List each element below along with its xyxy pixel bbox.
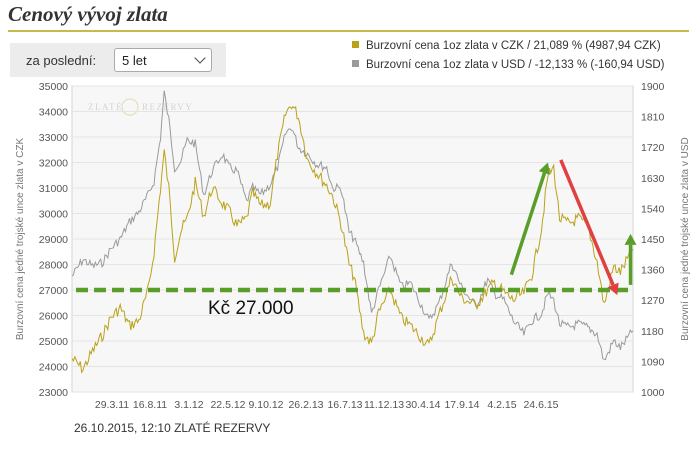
y-tick-left: 31000 <box>39 183 68 195</box>
legend-label-usd: Burzovní cena 1oz zlata v USD / -12,133 … <box>366 59 665 71</box>
y-tick-left: 33000 <box>39 132 68 144</box>
y-tick-right: 1810 <box>641 112 665 124</box>
page-title: Cenový vývoj zlata <box>8 2 168 26</box>
x-tick: 30.4.14 <box>405 399 440 411</box>
x-tick: 16.7.13 <box>327 399 362 411</box>
legend-item-czk[interactable]: Burzovní cena 1oz zlata v CZK / 21,089 %… <box>352 40 665 59</box>
trend-arrow-head-icon <box>624 233 637 245</box>
y-tick-right: 1720 <box>641 142 665 154</box>
y-tick-right: 1900 <box>641 81 665 93</box>
watermark-text: ZLATÉ <box>88 102 123 112</box>
watermark-text: REZERVY <box>142 102 193 112</box>
y-tick-right: 1450 <box>641 234 665 246</box>
trend-arrow-shaft <box>559 159 615 286</box>
y-tick-right: 1630 <box>641 173 665 185</box>
y-tick-right: 1000 <box>641 387 665 399</box>
y-tick-left: 35000 <box>39 81 68 93</box>
gold-price-chart: ZLATÉ REZERVY 23000 24000 25000 26000 27000 280… <box>15 81 691 411</box>
legend-swatch-usd <box>352 60 359 67</box>
y-tick-left: 26000 <box>39 311 68 323</box>
y-tick-right: 1180 <box>641 326 664 338</box>
x-tick: 26.2.13 <box>288 399 323 411</box>
trend-arrow-head-icon <box>607 282 619 296</box>
x-tick: 9.10.12 <box>248 399 283 411</box>
period-selected-value: 5 let <box>122 53 147 68</box>
y-axis-title-left: Burzovní cena jedné trojské unce zlata v… <box>15 138 26 341</box>
x-tick: 22.5.12 <box>210 399 245 411</box>
series-line-usd <box>71 90 634 361</box>
y-tick-right: 1360 <box>641 265 665 277</box>
period-label: za poslední: <box>26 53 97 68</box>
y-tick-left: 25000 <box>39 336 68 348</box>
legend-swatch-czk <box>352 41 359 48</box>
trend-arrow-head-icon <box>538 162 551 175</box>
chart-footer: 26.10.2015, 12:10 ZLATÉ REZERVY <box>74 421 271 435</box>
series-line-czk <box>71 105 634 374</box>
y-tick-left: 32000 <box>39 158 68 170</box>
y-tick-left: 27000 <box>39 285 68 297</box>
trend-arrow-shaft <box>509 172 547 276</box>
watermark-emblem-icon <box>121 98 139 116</box>
title-underline <box>8 30 689 32</box>
legend-item-usd[interactable]: Burzovní cena 1oz zlata v USD / -12,133 … <box>352 59 665 78</box>
y-axis-title-right: Burzovní cena jedné trojské unce zlata v… <box>680 137 691 340</box>
x-tick: 11.12.13 <box>364 399 404 411</box>
reference-line-label: Kč 27.000 <box>208 298 294 319</box>
y-tick-left: 34000 <box>39 107 68 119</box>
y-tick-left: 30000 <box>39 209 68 221</box>
period-control: za poslední: 5 let <box>10 43 226 77</box>
y-tick-right: 1540 <box>641 203 665 215</box>
y-tick-left: 23000 <box>39 387 68 399</box>
x-tick: 3.1.12 <box>174 399 203 411</box>
chart-legend: Burzovní cena 1oz zlata v CZK / 21,089 %… <box>352 40 665 78</box>
y-tick-left: 28000 <box>39 260 68 272</box>
x-tick: 24.6.15 <box>523 399 558 411</box>
x-tick: 17.9.14 <box>444 399 479 411</box>
period-select[interactable]: 5 let <box>114 48 212 72</box>
x-tick: 4.2.15 <box>487 399 516 411</box>
y-tick-right: 1270 <box>641 295 665 307</box>
legend-label-czk: Burzovní cena 1oz zlata v CZK / 21,089 %… <box>366 40 661 52</box>
y-tick-left: 24000 <box>39 362 68 374</box>
y-tick-right: 1090 <box>641 356 665 368</box>
x-tick: 29.3.11 <box>95 399 129 411</box>
chevron-down-icon <box>194 52 206 64</box>
y-tick-left: 29000 <box>39 234 68 246</box>
x-tick: 16.8.11 <box>133 399 167 411</box>
